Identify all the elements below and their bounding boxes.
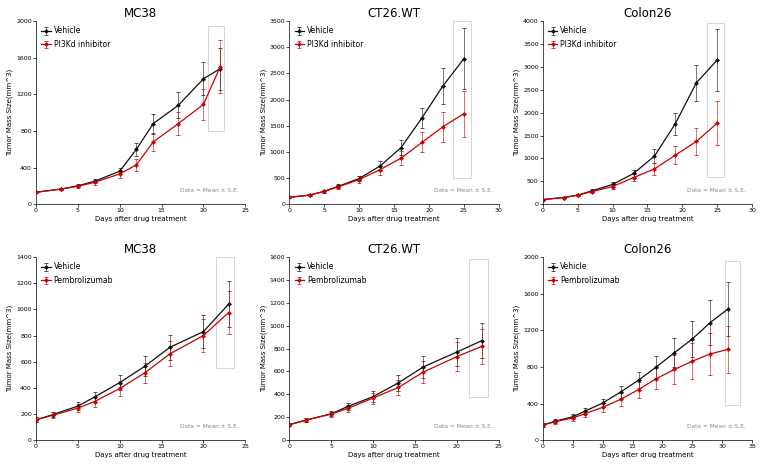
Legend: Vehicle, PI3Kd inhibitor: Vehicle, PI3Kd inhibitor: [546, 25, 618, 51]
Text: Data = Mean ± S.E.: Data = Mean ± S.E.: [433, 188, 492, 193]
Text: Data = Mean ± S.E.: Data = Mean ± S.E.: [687, 188, 746, 193]
Y-axis label: Tumor Mass Size(mm^3): Tumor Mass Size(mm^3): [7, 305, 14, 392]
Title: CT26.WT: CT26.WT: [368, 7, 420, 20]
Legend: Vehicle, Pembrolizumab: Vehicle, Pembrolizumab: [293, 261, 368, 286]
Bar: [707, 23, 724, 177]
X-axis label: Days after drug treatment: Days after drug treatment: [602, 216, 694, 222]
Bar: [469, 259, 488, 397]
Text: Data = Mean ± S.E.: Data = Mean ± S.E.: [180, 424, 239, 429]
Legend: Vehicle, PI3Kd inhibitor: Vehicle, PI3Kd inhibitor: [293, 25, 365, 51]
Text: Data = Mean ± S.E.: Data = Mean ± S.E.: [180, 188, 239, 193]
Bar: [725, 261, 740, 405]
X-axis label: Days after drug treatment: Days after drug treatment: [602, 452, 694, 458]
Title: MC38: MC38: [124, 243, 157, 256]
Legend: Vehicle, Pembrolizumab: Vehicle, Pembrolizumab: [546, 261, 621, 286]
X-axis label: Days after drug treatment: Days after drug treatment: [95, 216, 186, 222]
X-axis label: Days after drug treatment: Days after drug treatment: [348, 216, 440, 222]
Y-axis label: Tumor Mass Size(mm^3): Tumor Mass Size(mm^3): [7, 69, 14, 156]
Y-axis label: Tumor Mass Size(mm^3): Tumor Mass Size(mm^3): [513, 305, 520, 392]
Text: Data = Mean ± S.E.: Data = Mean ± S.E.: [687, 424, 746, 429]
Bar: [216, 257, 234, 368]
Title: Colon26: Colon26: [623, 243, 671, 256]
Title: CT26.WT: CT26.WT: [368, 243, 420, 256]
Y-axis label: Tumor Mass Size(mm^3): Tumor Mass Size(mm^3): [260, 305, 267, 392]
Text: Data = Mean ± S.E.: Data = Mean ± S.E.: [433, 424, 492, 429]
Title: Colon26: Colon26: [623, 7, 671, 20]
Bar: [453, 21, 471, 178]
X-axis label: Days after drug treatment: Days after drug treatment: [348, 452, 440, 458]
Title: MC38: MC38: [124, 7, 157, 20]
Bar: [208, 26, 224, 131]
Y-axis label: Tumor Mass Size(mm^3): Tumor Mass Size(mm^3): [513, 69, 520, 156]
Y-axis label: Tumor Mass Size(mm^3): Tumor Mass Size(mm^3): [260, 69, 267, 156]
X-axis label: Days after drug treatment: Days after drug treatment: [95, 452, 186, 458]
Legend: Vehicle, Pembrolizumab: Vehicle, Pembrolizumab: [40, 261, 114, 286]
Legend: Vehicle, PI3Kd inhibitor: Vehicle, PI3Kd inhibitor: [40, 25, 111, 51]
